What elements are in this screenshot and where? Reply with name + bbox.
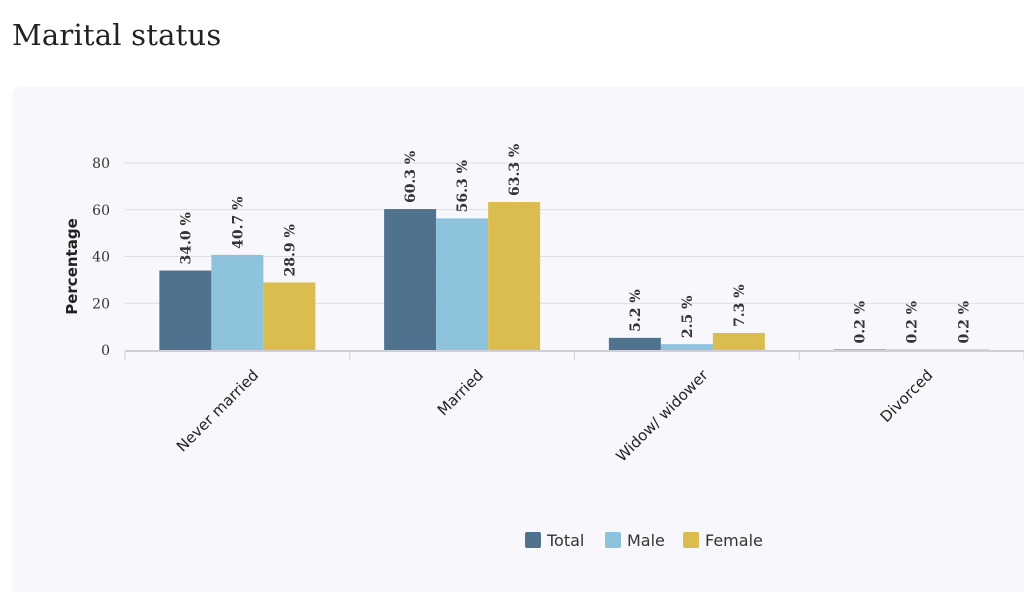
data-label: 40.7 % bbox=[230, 197, 246, 249]
data-label: 28.9 % bbox=[282, 224, 298, 276]
y-tick-label: 0 bbox=[101, 343, 110, 359]
bar-male-2 bbox=[436, 218, 489, 350]
bar-male-4 bbox=[885, 349, 938, 350]
data-label: 0.2 % bbox=[853, 301, 869, 344]
data-label: 60.3 % bbox=[403, 151, 419, 203]
x-category-label: Never married bbox=[173, 366, 262, 455]
data-label: 5.2 % bbox=[628, 289, 644, 332]
legend-label-female: Female bbox=[705, 531, 763, 550]
data-label: 2.5 % bbox=[680, 296, 696, 339]
bar-total-2 bbox=[384, 209, 437, 350]
data-label: 34.0 % bbox=[178, 212, 194, 264]
legend-label-total: Total bbox=[546, 531, 584, 550]
page-title: Marital status bbox=[12, 18, 222, 52]
y-tick-label: 20 bbox=[92, 296, 110, 312]
y-axis-title: Percentage bbox=[63, 218, 81, 315]
data-label: 0.2 % bbox=[957, 301, 973, 344]
bar-total-3 bbox=[608, 337, 661, 350]
data-label: 7.3 % bbox=[732, 284, 748, 327]
y-tick-label: 80 bbox=[92, 156, 110, 172]
bar-male-3 bbox=[660, 344, 713, 350]
bar-total-1 bbox=[159, 270, 212, 350]
x-category-label: Divorced bbox=[877, 366, 937, 426]
bar-female-2 bbox=[488, 202, 541, 350]
x-category-label: Married bbox=[434, 366, 487, 419]
bar-chart: 0 20 40 60 80 34.0 % 40.7 % 28.9 % Never married… bbox=[63, 144, 1024, 550]
data-label: 56.3 % bbox=[455, 160, 471, 212]
legend-swatch-total bbox=[525, 532, 541, 548]
legend-swatch-female bbox=[683, 532, 699, 548]
bar-total-4 bbox=[833, 349, 886, 350]
bar-female-3 bbox=[712, 332, 765, 350]
data-label: 63.3 % bbox=[507, 144, 523, 196]
bar-male-1 bbox=[211, 254, 264, 350]
legend-label-male: Male bbox=[627, 531, 665, 550]
legend-swatch-male bbox=[605, 532, 621, 548]
data-label: 0.2 % bbox=[905, 301, 921, 344]
bar-female-1 bbox=[263, 282, 316, 350]
x-category-label: Widow/ widower bbox=[613, 366, 713, 466]
y-tick-label: 40 bbox=[92, 250, 110, 266]
bar-female-4 bbox=[937, 349, 990, 350]
chart-card: 0 20 40 60 80 34.0 % 40.7 % 28.9 % Never married… bbox=[12, 86, 1024, 592]
y-tick-label: 60 bbox=[92, 203, 110, 219]
